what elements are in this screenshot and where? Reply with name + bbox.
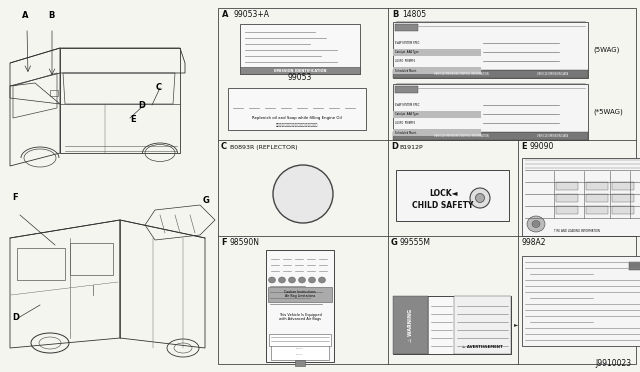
Text: -----: ----- [296, 346, 304, 350]
Text: G: G [203, 196, 210, 205]
Bar [522, 256, 640, 346]
Text: EVAP SYSTEM SPEC: EVAP SYSTEM SPEC [395, 42, 419, 45]
Text: F: F [12, 193, 18, 202]
Ellipse shape [269, 277, 275, 283]
Text: E: E [130, 115, 136, 124]
Ellipse shape [470, 188, 490, 208]
Bar [556, 194, 578, 202]
Ellipse shape [289, 277, 296, 283]
Bar [266, 250, 334, 362]
Text: ⚠ WARNING: ⚠ WARNING [408, 308, 413, 341]
Text: LG/IPO  PRIMFF5: LG/IPO PRIMFF5 [395, 60, 415, 64]
Text: ►: ► [514, 323, 518, 327]
Text: エンジンオイル補充時はメーカー規格オイルを使用せよ。: エンジンオイル補充時はメーカー規格オイルを使用せよ。 [276, 123, 318, 127]
Text: Catalyst  AAA Type: Catalyst AAA Type [395, 51, 419, 55]
Bar [393, 129, 481, 136]
Bar [228, 88, 366, 130]
Text: E: E [521, 142, 527, 151]
Text: VEHICLE EMISSION CONTROL INFORMATION: VEHICLE EMISSION CONTROL INFORMATION [434, 134, 488, 138]
Ellipse shape [308, 277, 316, 283]
Bar [393, 111, 481, 118]
Text: D: D [391, 142, 398, 151]
Text: -----: ----- [296, 352, 304, 356]
Bar [629, 262, 640, 270]
Bar [295, 360, 305, 366]
Text: LG/IPO  PRIMFF5: LG/IPO PRIMFF5 [395, 122, 415, 125]
Bar [454, 296, 511, 354]
Bar [586, 206, 608, 214]
Text: This Vehicle Is Equipped
with Advanced Air Bags: This Vehicle Is Equipped with Advanced A… [278, 313, 321, 321]
Bar [393, 296, 511, 354]
Text: 99053+A: 99053+A [234, 10, 270, 19]
Text: EVAP SYSTEM SPEC: EVAP SYSTEM SPEC [395, 103, 419, 108]
Bar [612, 182, 634, 190]
Bar [522, 158, 640, 236]
Text: EMISSION IDENTIFICATION: EMISSION IDENTIFICATION [274, 68, 326, 73]
Bar [393, 296, 428, 354]
Text: 14805: 14805 [402, 10, 426, 19]
Text: Catalyst  AAA Type: Catalyst AAA Type [395, 112, 419, 116]
Text: B: B [392, 10, 398, 19]
Bar [612, 206, 634, 214]
Text: F: F [221, 238, 227, 247]
Text: A: A [222, 10, 228, 19]
Ellipse shape [273, 165, 333, 223]
Bar [556, 206, 578, 214]
Text: VEHICLE EMISSION DATA: VEHICLE EMISSION DATA [538, 72, 568, 76]
Text: Caution Instructions
Air Bag Limitations: Caution Instructions Air Bag Limitations [284, 290, 316, 298]
Bar [612, 194, 634, 202]
Bar [240, 24, 360, 74]
FancyBboxPatch shape [396, 170, 509, 221]
Text: A: A [22, 11, 29, 20]
Bar [393, 84, 588, 140]
Bar [393, 49, 481, 56]
Ellipse shape [319, 277, 326, 283]
Ellipse shape [532, 221, 540, 228]
Text: 99555M: 99555M [400, 238, 431, 247]
Bar [268, 287, 332, 302]
Ellipse shape [278, 277, 285, 283]
Bar [586, 194, 608, 202]
Text: VEHICLE EMISSION DATA: VEHICLE EMISSION DATA [538, 134, 568, 138]
Bar [395, 24, 419, 31]
Bar [393, 22, 588, 78]
Ellipse shape [476, 193, 484, 202]
Text: 998A2: 998A2 [521, 238, 545, 247]
Text: 98590N: 98590N [230, 238, 260, 247]
Text: B1912P: B1912P [399, 145, 422, 150]
Text: J9910023: J9910023 [596, 359, 632, 368]
Text: Scheduled Maint.: Scheduled Maint. [395, 68, 417, 73]
Bar [218, 8, 636, 364]
Text: Replenish oil and Soap while filling Engine Oil: Replenish oil and Soap while filling Eng… [252, 116, 342, 120]
Text: D: D [138, 101, 145, 110]
Text: TIRE AND LOADING INFORMATION: TIRE AND LOADING INFORMATION [554, 229, 600, 233]
Text: (*5WAG): (*5WAG) [593, 109, 623, 115]
Text: B: B [48, 11, 54, 20]
Ellipse shape [298, 277, 305, 283]
Bar [271, 344, 329, 360]
Ellipse shape [527, 216, 545, 232]
Bar [395, 86, 419, 93]
Text: C: C [221, 142, 227, 151]
Bar [556, 182, 578, 190]
Text: ⚠ AVERTISSEMENT: ⚠ AVERTISSEMENT [462, 345, 503, 349]
Text: 99053: 99053 [288, 73, 312, 82]
Text: VEHICLE EMISSION CONTROL INFORMATION: VEHICLE EMISSION CONTROL INFORMATION [434, 72, 488, 76]
Text: G: G [391, 238, 398, 247]
Bar [586, 182, 608, 190]
Bar [393, 70, 588, 78]
Bar [393, 67, 481, 74]
Text: C: C [156, 83, 162, 92]
Text: Scheduled Maint.: Scheduled Maint. [395, 131, 417, 135]
Bar [240, 67, 360, 74]
Text: D: D [12, 313, 19, 322]
Text: (5WAG): (5WAG) [593, 47, 620, 53]
Text: CHILD SAFETY: CHILD SAFETY [412, 201, 474, 210]
Bar [393, 132, 588, 140]
Bar [269, 334, 331, 346]
Text: B0893R (REFLECTOR): B0893R (REFLECTOR) [230, 145, 298, 150]
Text: LOCK◄: LOCK◄ [429, 189, 458, 198]
Text: 99090: 99090 [530, 142, 554, 151]
